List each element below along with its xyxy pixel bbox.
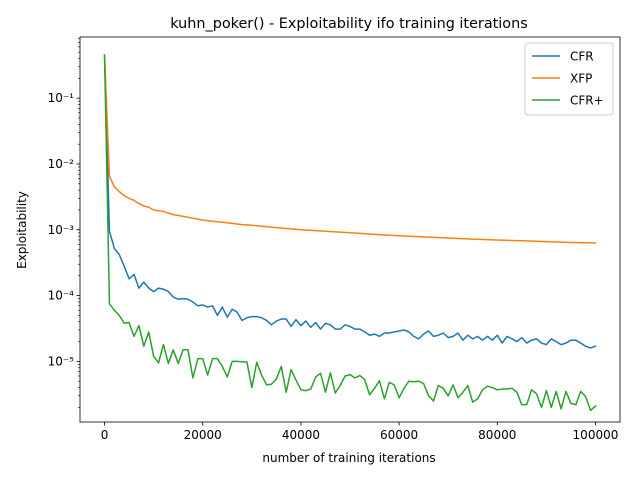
x-tick-label: 80000 xyxy=(478,428,516,442)
series-lines xyxy=(103,54,597,412)
x-tick-label: 60000 xyxy=(380,428,418,442)
y-tick-label: 10⁻² xyxy=(48,157,75,171)
y-tick-label: 10⁻⁵ xyxy=(48,354,75,368)
legend-box xyxy=(524,42,614,116)
y-tick-label: 10⁻¹ xyxy=(48,91,75,105)
plot-area xyxy=(103,54,597,412)
series-line-xfp xyxy=(103,54,597,244)
series-line-cfr-plus xyxy=(103,54,597,412)
x-tick-label: 40000 xyxy=(282,428,320,442)
x-tick-label: 0 xyxy=(101,428,109,442)
axes: 0 20000 40000 60000 80000 100000 10⁻⁵ 10⁻⁴ 10⁻³ 1… xyxy=(48,36,621,442)
x-tick-label: 20000 xyxy=(184,428,222,442)
legend-label-cfr: CFR xyxy=(570,50,594,64)
y-axis-title: Exploitability xyxy=(15,191,29,269)
legend: CFR XFP CFR+ xyxy=(524,42,614,116)
x-tick-label: 100000 xyxy=(573,428,619,442)
series-line-cfr xyxy=(103,54,597,349)
chart-title: kuhn_poker() - Exploitability ifo traini… xyxy=(170,16,527,32)
y-tick-label: 10⁻⁴ xyxy=(48,289,75,303)
legend-label-cfr-plus: CFR+ xyxy=(570,94,604,108)
y-tick-label: 10⁻³ xyxy=(48,223,75,237)
legend-label-xfp: XFP xyxy=(570,72,592,86)
x-axis-title: number of training iterations xyxy=(262,451,435,465)
